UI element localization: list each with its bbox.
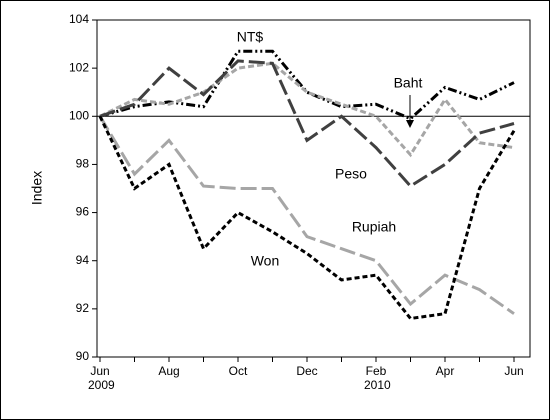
- x-tick-label: Feb: [366, 364, 387, 378]
- x-year-label: 2010: [364, 378, 391, 392]
- x-tick-label: Oct: [229, 364, 248, 378]
- x-tick-label: Jun: [90, 364, 109, 378]
- series-line: [98, 115, 516, 321]
- annotation-arrowhead: [406, 120, 414, 128]
- y-tick-label: 90: [76, 349, 90, 363]
- y-tick-label: 100: [69, 108, 89, 122]
- plot-area: [96, 19, 531, 358]
- series-label: NT$: [237, 29, 264, 45]
- y-axis-label: Index: [29, 171, 45, 205]
- y-tick-label: 102: [69, 60, 89, 74]
- y-tick-label: 94: [76, 253, 90, 267]
- x-tick-label: Jun: [504, 364, 523, 378]
- series-label: Rupiah: [352, 219, 396, 235]
- series-label: Baht: [394, 75, 423, 91]
- x-year-label: 2009: [88, 378, 115, 392]
- x-tick-label: Apr: [436, 364, 455, 378]
- series-line: [99, 59, 515, 189]
- y-tick-label: 92: [76, 301, 90, 315]
- y-tick-label: 104: [69, 12, 89, 26]
- series-label: Won: [251, 253, 280, 269]
- x-tick-label: Dec: [296, 364, 317, 378]
- series-label: Peso: [335, 166, 367, 182]
- y-tick-label: 96: [76, 205, 90, 219]
- x-tick-label: Aug: [158, 364, 179, 378]
- y-tick-label: 98: [76, 157, 90, 171]
- series-line: [98, 115, 515, 315]
- series-line: [99, 49, 515, 121]
- series-line: [99, 61, 515, 158]
